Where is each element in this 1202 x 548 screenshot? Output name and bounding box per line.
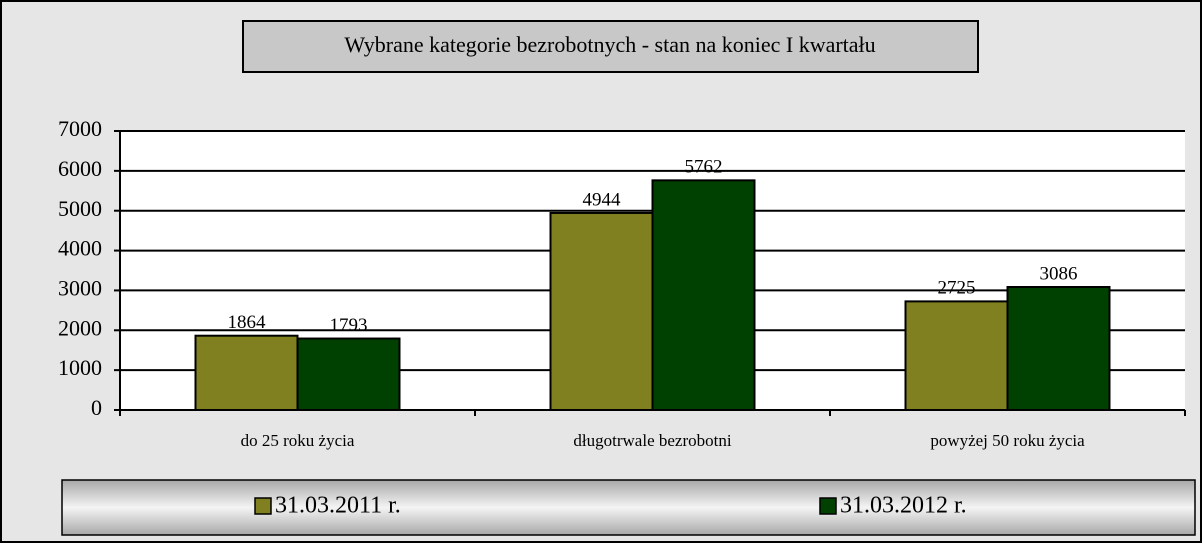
chart-title: Wybrane kategorie bezrobotnych - stan na… [344, 32, 875, 57]
bar [651, 179, 756, 411]
title-box [242, 20, 979, 73]
bar [904, 300, 1009, 411]
bar [296, 337, 401, 411]
value-label: 4944 [583, 189, 622, 210]
y-tick-label: 7000 [58, 116, 102, 141]
legend-label: 31.03.2012 r. [840, 493, 967, 519]
legend-label: 31.03.2011 r. [275, 493, 401, 519]
bar [194, 334, 299, 412]
bar [1006, 286, 1111, 411]
y-tick-label: 5000 [58, 196, 102, 221]
value-label: 3086 [1040, 263, 1078, 284]
value-label: 1793 [330, 315, 368, 336]
y-tick-label: 4000 [58, 236, 102, 261]
y-tick-label: 3000 [58, 275, 102, 300]
y-tick-label: 2000 [58, 315, 102, 340]
legend-box [61, 479, 1196, 536]
bar [549, 211, 654, 411]
x-tick-label: powyżej 50 roku życia [930, 431, 1085, 450]
x-tick-label: do 25 roku życia [241, 431, 355, 450]
value-label: 1864 [228, 312, 267, 333]
legend-swatch [254, 497, 272, 515]
x-tick-label: długotrwale bezrobotni [573, 431, 731, 450]
value-label: 5762 [685, 157, 723, 178]
value-label: 2725 [938, 278, 976, 299]
legend-swatch [819, 497, 837, 515]
y-tick-label: 1000 [58, 355, 102, 380]
y-tick-label: 6000 [58, 156, 102, 181]
y-tick-label: 0 [91, 395, 102, 420]
